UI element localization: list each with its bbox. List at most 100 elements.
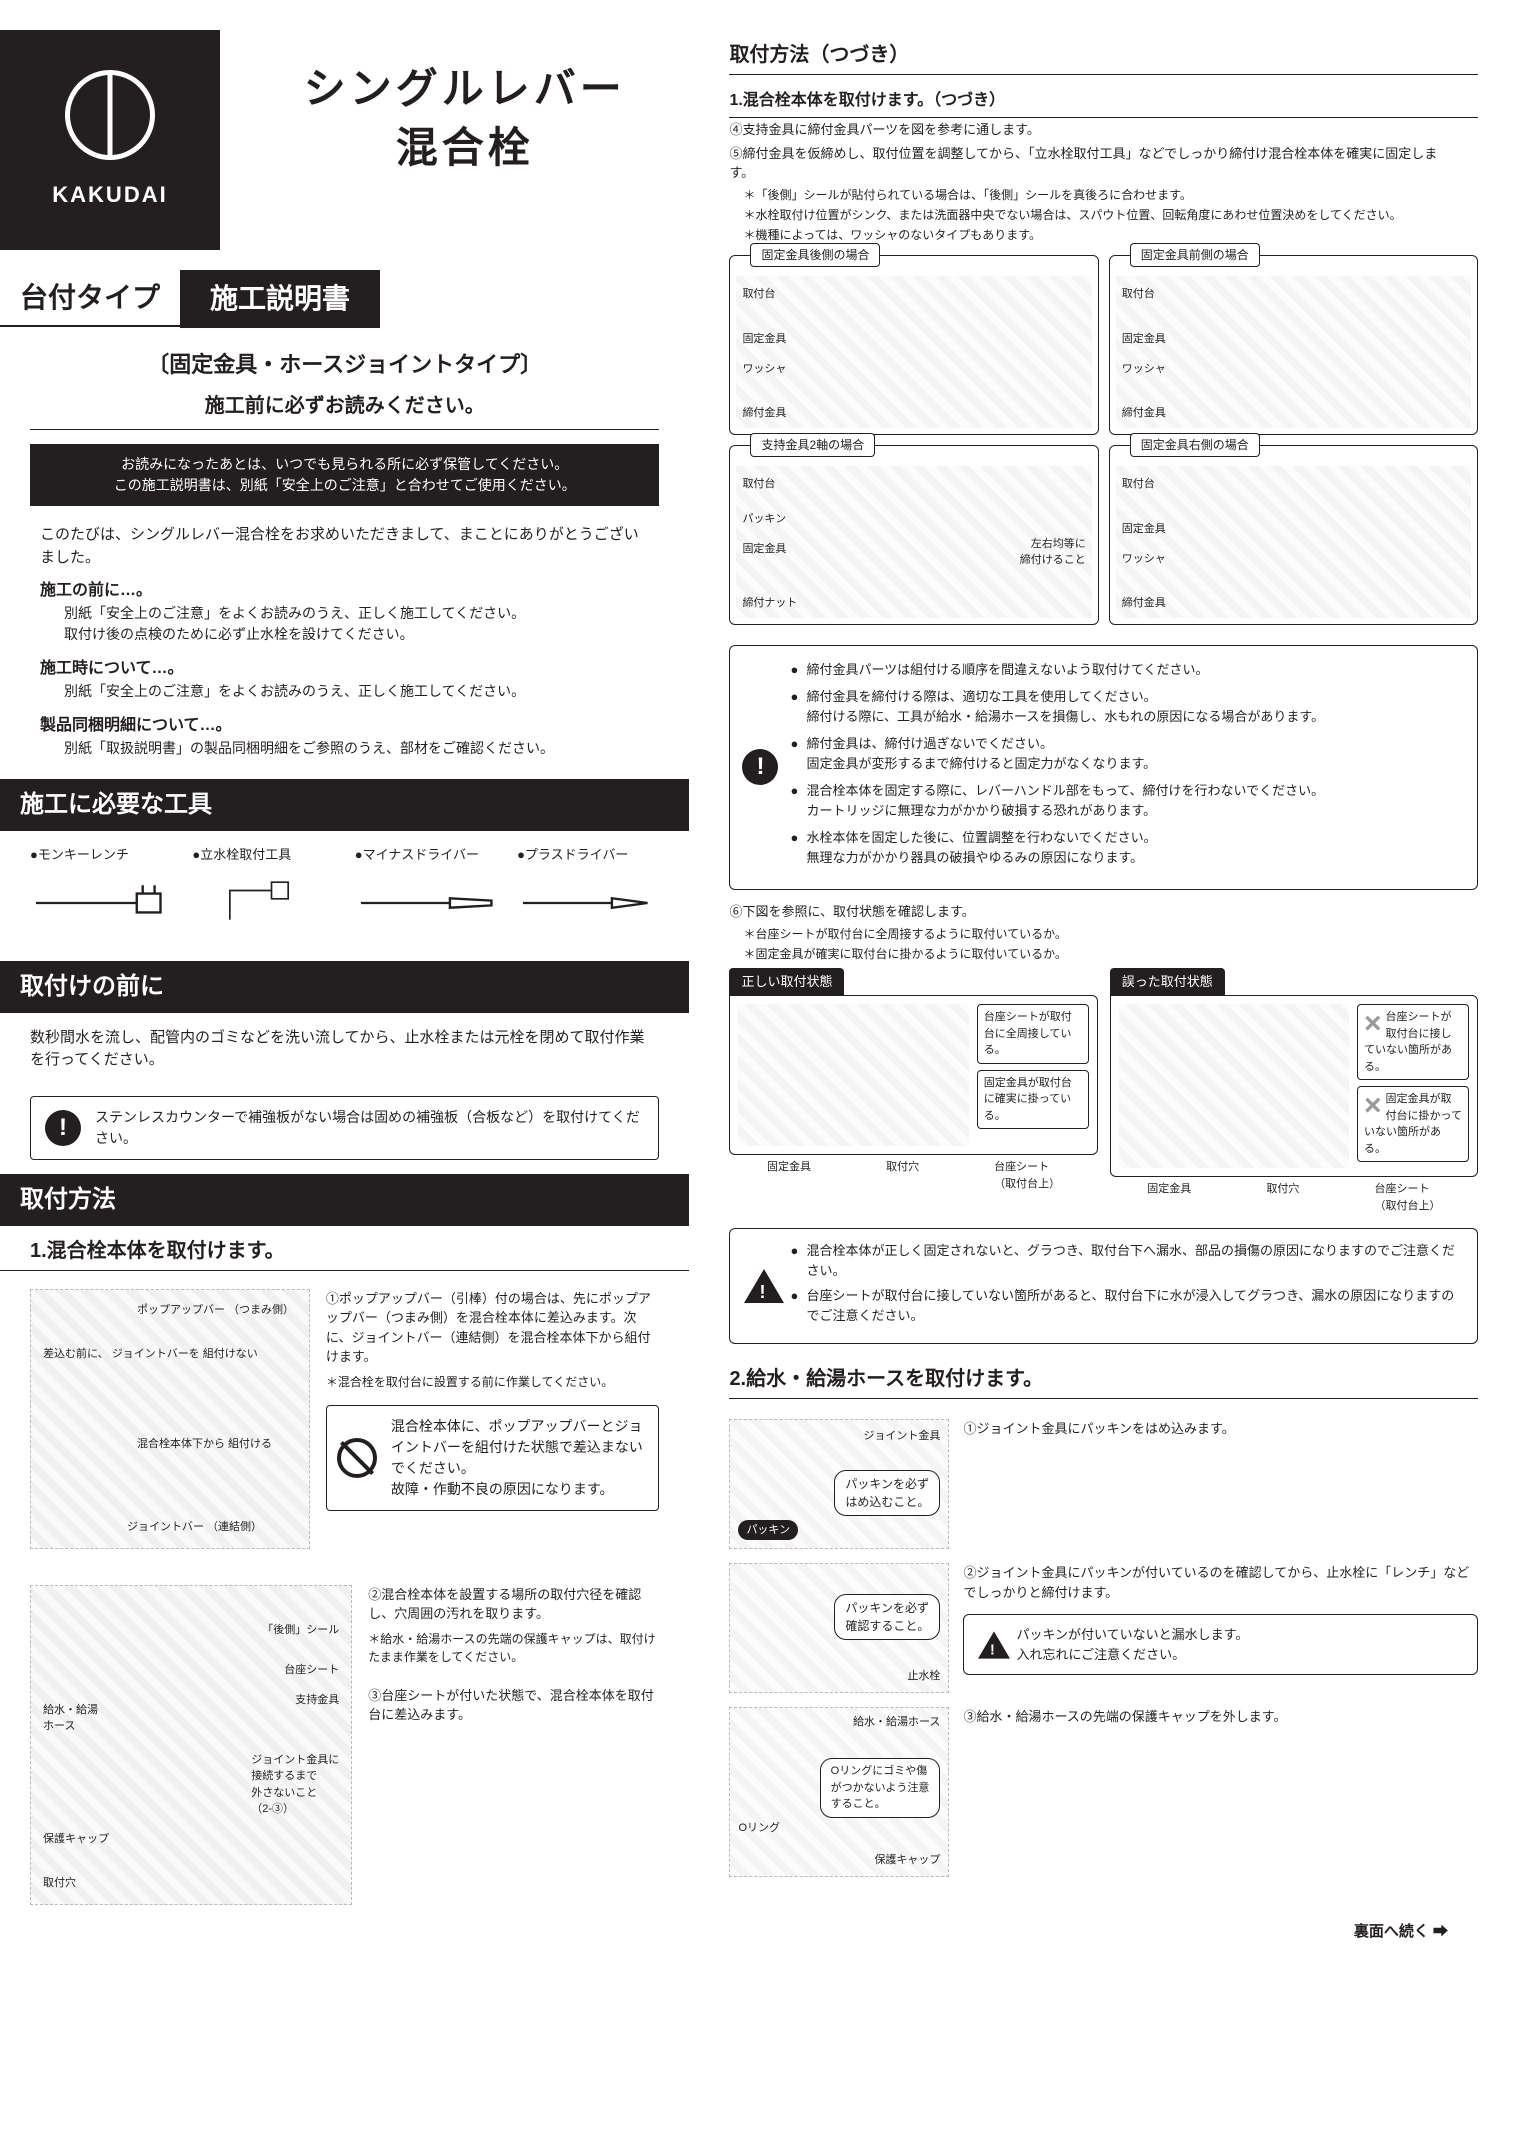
step1-6-ast2: ＊固定金具が確実に取付台に掛かるように取付いているか。 xyxy=(729,944,1478,964)
tri-bullet-1: 台座シートが取付台に接していない箇所があると、取付台下に水が浸入してグラつき、漏… xyxy=(790,1286,1465,1325)
hose-diagram-1: ジョイント金具 パッキンを必ず はめ込むこと。 パッキン xyxy=(729,1419,949,1549)
exclamation-icon: ! xyxy=(45,1110,81,1146)
step2-title: 2.給水・給湯ホースを取付けます。 xyxy=(729,1354,1478,1399)
gl-shimetsuke: 締付金具 xyxy=(1122,405,1166,422)
triangle-warning: 混合栓本体が正しく固定されないと、グラつき、取付台下へ漏水、部品の損傷の原因にな… xyxy=(729,1228,1478,1344)
compare-row: 正しい取付状態 台座シートが取付台に全周接している。 固定金具が取付台に確実に掛… xyxy=(729,964,1478,1219)
label-base-sheet: 台座シート xyxy=(284,1662,339,1679)
mounting-grid: 固定金具後側の場合 取付台 固定金具 ワッシャ 締付金具 固定金具前側の場合 取… xyxy=(729,245,1478,635)
prohibit-icon xyxy=(337,1438,377,1478)
bullet-4: 水栓本体を固定した後に、位置調整を行わないでください。 無理な力がかかり器具の破… xyxy=(790,828,1461,867)
method-header: 取付方法 xyxy=(0,1174,689,1226)
h3-cap: 保護キャップ xyxy=(874,1852,940,1869)
before-body: 数秒間水を流し、配管内のゴミなどを洗い流してから、止水栓または元栓を閉めて取付作… xyxy=(0,1013,689,1086)
bracket-subtitle: 〔固定金具・ホースジョイントタイプ〕 xyxy=(0,348,689,381)
tri-bullet-0: 混合栓本体が正しく固定されないと、グラつき、取付台下へ漏水、部品の損傷の原因にな… xyxy=(790,1241,1465,1280)
step1-note2: ＊給水・給湯ホースの先端の保護キャップは、取付けたまま作業をしてください。 xyxy=(368,1630,659,1666)
header: KAKUDAI シングルレバー 混合栓 xyxy=(0,30,689,250)
pre2-body: 別紙「安全上のご注意」をよくお読みのうえ、正しく施工してください。 xyxy=(40,681,649,702)
step1-6-ast1: ＊台座シートが取付台に全周接するように取付いているか。 xyxy=(729,924,1478,944)
tool-phillips: ●プラスドライバー xyxy=(517,845,659,933)
step1-ast1: ＊「後側」シールが貼付られている場合は、「後側」シールを真後ろに合わせます。 xyxy=(729,185,1478,205)
gl-washer: ワッシャ xyxy=(742,361,786,378)
bullet-1: 締付金具を締付ける際は、適切な工具を使用してください。 締付ける際に、工具が給水… xyxy=(790,687,1461,726)
wrong-diagram xyxy=(1119,1004,1349,1168)
grid-title-3: 固定金具右側の場合 xyxy=(1130,433,1260,457)
gl-toritsuke: 取付台 xyxy=(742,476,775,493)
hose-row-2: パッキンを必ず 確認すること。 止水栓 ②ジョイント金具にパッキンが付いているの… xyxy=(729,1563,1478,1693)
pre2-title: 施工時について…。 xyxy=(40,657,649,681)
grid-cell-2axis: 支持金具2軸の場合 取付台 パッキン 固定金具 左右均等に 締付けること 締付ナ… xyxy=(729,445,1098,625)
grid-title-0: 固定金具後側の場合 xyxy=(750,243,880,267)
caution-bullets: ! 締付金具パーツは組付ける順序を間違えないよう取付けてください。 締付金具を締… xyxy=(729,645,1478,891)
gl-toritsuke: 取付台 xyxy=(1122,476,1155,493)
cbl-0b: 固定金具 xyxy=(1147,1181,1191,1214)
gl-washer: ワッシャ xyxy=(1122,361,1166,378)
pre1-title: 施工の前に…。 xyxy=(40,579,649,603)
bullet-0: 締付金具パーツは組付ける順序を間違えないよう取付けてください。 xyxy=(790,660,1461,680)
hose2-warning: パッキンが付いていないと漏水します。 入れ忘れにご注意ください。 xyxy=(963,1614,1478,1675)
cbl-1: 取付穴 xyxy=(886,1159,919,1192)
brand-box: KAKUDAI xyxy=(0,30,220,250)
bullet-3: 混合栓本体を固定する際に、レバーハンドル部をもって、締付けを行わないでください。… xyxy=(790,781,1461,820)
hose-diagram-2: パッキンを必ず 確認すること。 止水栓 xyxy=(729,1563,949,1693)
pre1-body1: 別紙「安全上のご注意」をよくお読みのうえ、正しく施工してください。 xyxy=(40,603,649,624)
label-joint-note: ジョイント金具に 接続するまで 外さないこと （2-③） xyxy=(251,1752,339,1818)
step1-prohibit-text: 混合栓本体に、ポップアップバーとジョイントバーを組付けた状態で差込まないでくださ… xyxy=(391,1416,649,1500)
tool-label: ●プラスドライバー xyxy=(517,845,659,865)
exclamation-icon: ! xyxy=(742,749,778,785)
label-joint-bar: ジョイントバー （連結側） xyxy=(127,1519,262,1536)
pre-section-2: 施工時について…。 別紙「安全上のご注意」をよくお読みのうえ、正しく施工してくだ… xyxy=(0,651,689,708)
h3-oring: Oリング xyxy=(738,1820,780,1837)
label-before-insert: 差込む前に、 ジョイントバーを 組付けない xyxy=(43,1346,258,1363)
phillips-icon xyxy=(517,873,659,933)
title-block: シングルレバー 混合栓 xyxy=(240,30,689,178)
pre3-body: 別紙「取扱説明書」の製品同梱明細をご参照のうえ、部材をご確認ください。 xyxy=(40,738,649,759)
gl-kotei: 固定金具 xyxy=(742,331,786,348)
grid-cell-right: 固定金具右側の場合 取付台 固定金具 ワッシャ 締付金具 xyxy=(1109,445,1478,625)
brand-name: KAKUDAI xyxy=(52,178,167,211)
label-popup: ポップアップバー （つまみ側） xyxy=(137,1302,294,1319)
faucet-diagram-2: 「後側」シール 台座シート 支持金具 給水・給湯 ホース ジョイント金具に 接続… xyxy=(30,1585,352,1905)
step1-text3: ③台座シートが付いた状態で、混合栓本体を取付台に差込みます。 xyxy=(368,1686,659,1725)
cbl-2b: 台座シート （取付台上） xyxy=(1374,1181,1440,1214)
compare-correct: 正しい取付状態 台座シートが取付台に全周接している。 固定金具が取付台に確実に掛… xyxy=(729,968,1097,1215)
step1-ast3: ＊機種によっては、ワッシャのないタイプもあります。 xyxy=(729,225,1478,245)
hose2-text: ②ジョイント金具にパッキンが付いているのを確認してから、止水栓に「レンチ」などで… xyxy=(963,1563,1478,1602)
tool-label: ●立水栓取付工具 xyxy=(192,845,334,865)
right-step1: 1.混合栓本体を取付けます。（つづき） xyxy=(729,85,1478,118)
notice-line2: この施工説明書は、別紙「安全上のご注意」と合わせてご使用ください。 xyxy=(50,475,639,496)
h2-stopvalve: 止水栓 xyxy=(907,1668,940,1685)
gl-packing: パッキン xyxy=(742,511,786,528)
h3-hose: 給水・給湯ホース xyxy=(853,1714,940,1731)
pre-section-3: 製品同梱明細について…。 別紙「取扱説明書」の製品同梱明細をご参照のうえ、部材を… xyxy=(0,708,689,765)
h1-joint: ジョイント金具 xyxy=(863,1428,940,1445)
brand-logo-icon xyxy=(65,70,155,160)
notice-line1: お読みになったあとは、いつでも見られる所に必ず保管してください。 xyxy=(50,454,639,475)
grid-cell-rear: 固定金具後側の場合 取付台 固定金具 ワッシャ 締付金具 xyxy=(729,255,1098,435)
faucet-wrench-icon xyxy=(192,873,334,933)
intro-text: このたびは、シングルレバー混合栓をお求めいただきまして、まことにありがとうござい… xyxy=(0,520,689,573)
main-title-line1: シングルレバー xyxy=(240,60,689,119)
hose-steps: ジョイント金具 パッキンを必ず はめ込むこと。 パッキン ①ジョイント金具にパッ… xyxy=(729,1409,1478,1901)
wrong-note-0: ×台座シートが取付台に接していない箇所がある。 xyxy=(1357,1004,1469,1080)
correct-note-0: 台座シートが取付台に全周接している。 xyxy=(977,1004,1089,1064)
label-rear-seal: 「後側」シール xyxy=(262,1622,339,1639)
hose1-text: ①ジョイント金具にパッキンをはめ込みます。 xyxy=(963,1419,1478,1549)
compare-wrong: 誤った取付状態 ×台座シートが取付台に接していない箇所がある。 ×固定金具が取付… xyxy=(1110,968,1478,1215)
pre1-body2: 取付け後の点検のために必ず止水栓を設けてください。 xyxy=(40,624,649,645)
tool-label: ●マイナスドライバー xyxy=(355,845,497,865)
gl-shimetsuke: 締付金具 xyxy=(1122,595,1166,612)
gl-kotei: 固定金具 xyxy=(1122,521,1166,538)
label-hose: 給水・給湯 ホース xyxy=(43,1702,98,1735)
faucet-diagram-1: ポップアップバー （つまみ側） 差込む前に、 ジョイントバーを 組付けない 混合… xyxy=(30,1289,310,1549)
tool-faucet-wrench: ●立水栓取付工具 xyxy=(192,845,334,933)
step1-text2: ②混合栓本体を設置する場所の取付穴径を確認し、穴周囲の汚れを取ります。 xyxy=(368,1585,659,1624)
tools-row: ●モンキーレンチ ●立水栓取付工具 ●マイナスドライバー ●プラスドライバー xyxy=(0,831,689,947)
label-support: 支持金具 xyxy=(295,1692,339,1709)
right-header: 取付方法（つづき） xyxy=(729,30,1478,75)
correct-diagram xyxy=(738,1004,968,1146)
grid-cell-front: 固定金具前側の場合 取付台 固定金具 ワッシャ 締付金具 xyxy=(1109,255,1478,435)
read-before: 施工前に必ずお読みください。 xyxy=(30,391,659,430)
label-hole: 取付穴 xyxy=(43,1875,76,1892)
